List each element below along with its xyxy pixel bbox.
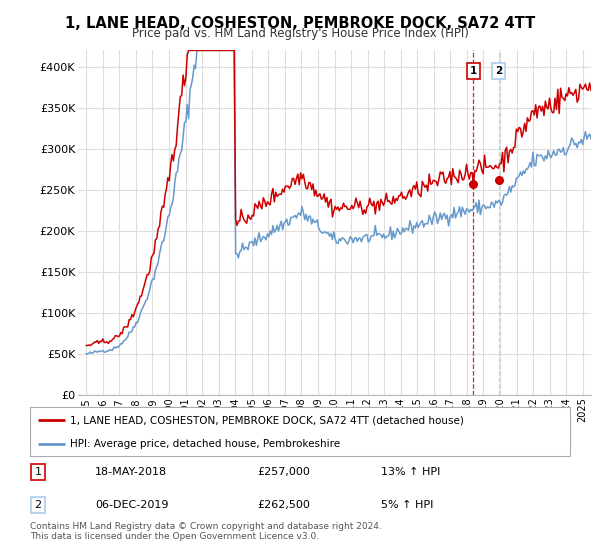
Text: 1, LANE HEAD, COSHESTON, PEMBROKE DOCK, SA72 4TT (detached house): 1, LANE HEAD, COSHESTON, PEMBROKE DOCK, … [71,416,464,426]
Text: 1, LANE HEAD, COSHESTON, PEMBROKE DOCK, SA72 4TT: 1, LANE HEAD, COSHESTON, PEMBROKE DOCK, … [65,16,535,31]
Text: £257,000: £257,000 [257,467,310,477]
Text: 18-MAY-2018: 18-MAY-2018 [95,467,167,477]
Text: 2: 2 [495,66,502,76]
FancyBboxPatch shape [30,407,570,456]
Text: 5% ↑ HPI: 5% ↑ HPI [381,500,433,510]
Text: HPI: Average price, detached house, Pembrokeshire: HPI: Average price, detached house, Pemb… [71,439,341,449]
Text: Price paid vs. HM Land Registry's House Price Index (HPI): Price paid vs. HM Land Registry's House … [131,27,469,40]
Text: £262,500: £262,500 [257,500,310,510]
Text: 13% ↑ HPI: 13% ↑ HPI [381,467,440,477]
Text: Contains HM Land Registry data © Crown copyright and database right 2024.
This d: Contains HM Land Registry data © Crown c… [30,522,382,542]
Text: 1: 1 [35,467,41,477]
Text: 06-DEC-2019: 06-DEC-2019 [95,500,168,510]
Text: 1: 1 [470,66,477,76]
Text: 2: 2 [35,500,41,510]
